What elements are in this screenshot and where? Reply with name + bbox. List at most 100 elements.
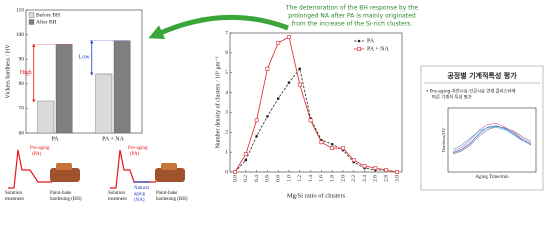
plot-frame [25, 9, 143, 134]
point [298, 67, 302, 71]
diagram-label: treatment [5, 197, 24, 202]
callout-line: The deterioration of the BH response by … [285, 5, 419, 12]
series-line [452, 126, 532, 155]
y-tick-label: 6 [225, 50, 228, 56]
car-icon [56, 163, 72, 170]
point [297, 82, 302, 87]
y-tick-label: 0 [225, 169, 228, 175]
diagram-label: (PA) [32, 152, 42, 157]
diagram-label: hardening (BH) [50, 197, 82, 202]
panel-bullet: • Pre-aging-자연시효-인공시효 연계 클러스터에 [426, 88, 515, 95]
y-axis-label: Number density of clusters / 10³ μm⁻³ [214, 56, 221, 148]
point [233, 170, 237, 174]
x-tick-label: 0.0 [232, 175, 238, 182]
y-tick-label: 1 [225, 149, 228, 155]
point [330, 146, 335, 151]
x-tick-label: 0.4 [254, 175, 260, 182]
callout: The deterioration of the BH response by … [285, 5, 419, 28]
diagram-label: (PA) [130, 152, 140, 157]
y-tick-label: 90 [19, 56, 25, 62]
x-tick-label: 1.6 [319, 175, 325, 182]
callout-line: from the increase of the Si-rich cluster… [292, 21, 413, 28]
callout-arrow [148, 14, 289, 40]
y-tick-label: 100 [16, 32, 25, 38]
point [276, 41, 281, 45]
y-axis-label: Hardness/HV [441, 127, 446, 152]
y-tick-label: 5 [225, 70, 228, 76]
diagram-label: Pre-aging [128, 146, 148, 151]
diagram-label: Solution [5, 191, 22, 196]
x-tick-label: 2.8 [383, 175, 389, 182]
temperature-path [8, 149, 52, 189]
y-axis-label: Vickers hardness / HV [5, 44, 11, 99]
series-line [452, 126, 532, 150]
x-tick-label: 1.8 [329, 175, 335, 182]
x-tick-label: 1.4 [308, 175, 314, 182]
diagram: Pre-aging (PA) Solution treatment Paint-… [5, 146, 188, 203]
point [395, 170, 399, 174]
legend-swatch [28, 19, 35, 25]
legend-label: Before BH [36, 11, 60, 18]
slide: The deterioration of the BH response by … [5, 5, 544, 203]
diagram-label: Pre-aging [30, 146, 50, 151]
x-tick-label: 2.2 [351, 175, 357, 182]
x-tick-label: 1.0 [286, 175, 292, 182]
plot-frame [447, 107, 537, 173]
x-tick-label: PA [51, 136, 59, 142]
point [373, 166, 378, 170]
point [244, 158, 248, 162]
car-icon [155, 168, 185, 182]
y-tick-label: 110 [16, 7, 24, 13]
legend-marker [357, 47, 361, 51]
x-tick-label: 0.2 [243, 175, 249, 182]
diagram-label: treatment [108, 197, 127, 202]
x-tick-label: 2.6 [373, 175, 379, 182]
annotation: High [20, 70, 32, 76]
x-tick-label: 0.6 [265, 175, 271, 182]
legend-marker [357, 39, 361, 43]
y-tick-label: 4 [225, 90, 228, 96]
diagram-label: Paint-bake [156, 191, 178, 196]
point [362, 164, 367, 168]
series-line [234, 36, 398, 173]
point [330, 142, 334, 146]
legend-label: After BH [36, 18, 57, 25]
point [384, 168, 389, 172]
bar [113, 40, 131, 134]
y-tick-label: 2 [225, 130, 228, 136]
x-axis-label: Mg/Si ratio of clusters [287, 192, 346, 199]
point [341, 146, 345, 151]
point [287, 81, 291, 84]
callout-line: prolonged NA after PA is mainly originat… [288, 13, 416, 20]
point [308, 118, 313, 123]
diagram-label: aging [134, 192, 146, 197]
diagram-label: (NA) [134, 198, 145, 203]
plot-frame [229, 32, 403, 173]
y-tick-label: 3 [225, 110, 228, 116]
legend-swatch [28, 12, 35, 18]
bar [55, 44, 73, 134]
diagram-label: Paint-bake [50, 191, 72, 196]
y-tick-label: 60 [19, 130, 25, 136]
y-tick-label: 70 [19, 106, 25, 112]
point [276, 97, 280, 100]
x-tick-label: 2.0 [340, 175, 346, 182]
bar [37, 100, 55, 134]
annotation: Low [79, 55, 91, 61]
point [243, 152, 248, 157]
diagram-label: Solution [108, 191, 125, 196]
legend-label: PA [367, 38, 375, 44]
point [351, 158, 356, 162]
series-line [234, 67, 398, 173]
diagram-label: hardening (BH) [156, 197, 188, 202]
point [287, 35, 291, 39]
point [254, 118, 259, 123]
point [255, 134, 258, 138]
bar [95, 73, 113, 134]
point [319, 140, 324, 145]
car-icon [161, 163, 177, 170]
series-line [452, 122, 532, 152]
point [265, 66, 270, 71]
panel-bullet: 따른 기계적 특성 평가 [432, 94, 472, 101]
x-tick-label: PA + NA [102, 136, 125, 142]
